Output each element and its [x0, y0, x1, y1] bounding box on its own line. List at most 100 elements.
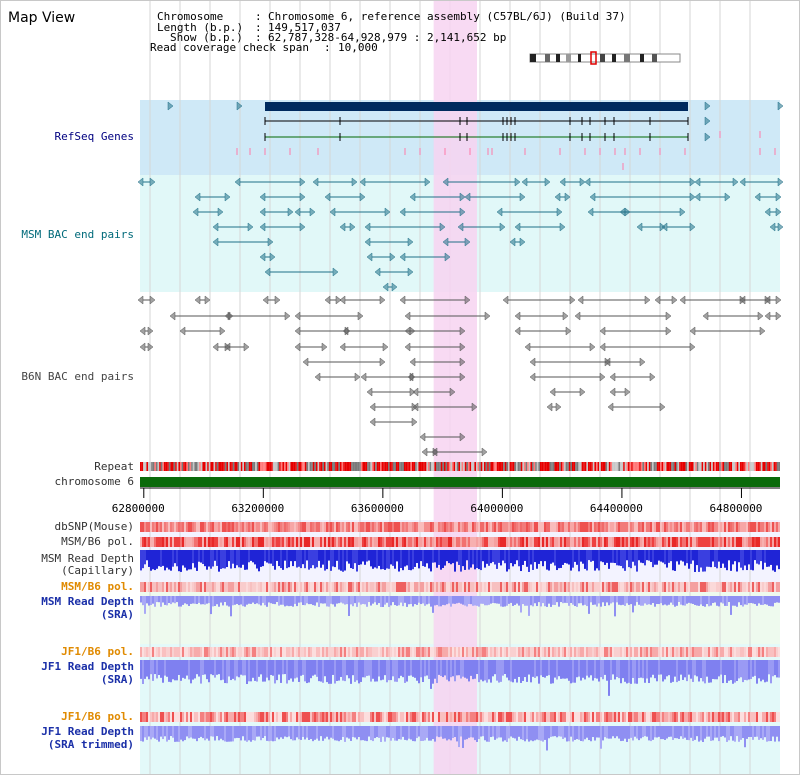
jf1-pol2-cell	[280, 712, 282, 722]
msm-pol2-cell	[534, 582, 536, 592]
repeat-cell	[194, 462, 196, 471]
jf1-pol2-cell	[200, 712, 202, 722]
jf1-pol2-cell	[640, 712, 642, 722]
msm-sra-depth	[458, 596, 460, 603]
dbsnp-cell	[282, 522, 284, 532]
msm-pol2-cell	[194, 582, 196, 592]
dbsnp-cell	[386, 522, 388, 532]
b6n-bac-label[interactable]: B6N BAC end pairs	[21, 370, 134, 383]
msm-pol2-cell	[566, 582, 568, 592]
msm-sra-depth	[216, 596, 218, 605]
jf1-pol-cell	[486, 647, 488, 657]
repeat-cell	[223, 462, 225, 471]
dbsnp-cell	[560, 522, 562, 532]
dbsnp-cell	[274, 522, 276, 532]
jf1-sra-depth	[516, 660, 518, 683]
jf1-trim-depth	[538, 726, 540, 741]
msm-pol-cell	[250, 537, 252, 547]
jf1-pol2-cell	[292, 712, 294, 722]
msm-capillary-depth	[394, 550, 396, 569]
msm-bac-end	[137, 177, 144, 187]
msm-pol-cell	[500, 537, 502, 547]
repeat-cell	[324, 462, 326, 471]
dbsnp-cell	[614, 522, 616, 532]
repeat-cell	[220, 462, 222, 471]
dbsnp-cell	[392, 522, 394, 532]
msm-sra-depth	[444, 596, 446, 606]
jf1-trim-depth	[240, 726, 242, 741]
dbsnp-cell	[492, 522, 494, 532]
jf1-pol2-cell	[506, 712, 508, 722]
msm-pol2-cell	[502, 582, 504, 592]
b6n-bac-end	[404, 326, 411, 336]
jf1-trim-depth	[508, 726, 510, 739]
msm-capillary-depth	[670, 550, 672, 562]
jf1-pol2-cell	[226, 712, 228, 722]
msm-sra-depth	[354, 596, 356, 604]
msm-pol-cell	[472, 537, 474, 547]
msm-capillary-depth	[596, 550, 598, 569]
msm-capillary-depth	[658, 550, 660, 561]
jf1-sra-depth	[428, 660, 430, 680]
msm-capillary-depth	[486, 550, 488, 564]
msm-capillary-depth	[194, 550, 196, 568]
msm-capillary-depth	[204, 550, 206, 567]
jf1-trim-depth	[478, 726, 480, 740]
jf1-sra-depth	[234, 660, 236, 681]
b6n-bac-end	[524, 342, 531, 352]
dbsnp-cell	[520, 522, 522, 532]
repeat-cell	[218, 462, 220, 471]
msm-sra-depth	[210, 596, 212, 615]
msm-bac-label[interactable]: MSM BAC end pairs	[21, 228, 134, 241]
jf1-pol-cell	[278, 647, 280, 657]
dbsnp-cell	[416, 522, 418, 532]
jf1-trim-depth	[620, 726, 622, 742]
jf1-pol2-cell	[496, 712, 498, 722]
msm-capillary-depth	[778, 550, 780, 570]
msm-pol-cell	[746, 537, 748, 547]
msm-sra-depth	[778, 596, 780, 603]
jf1-pol-cell	[540, 647, 542, 657]
jf1-pol2-cell	[574, 712, 576, 722]
msm-capillary-depth	[374, 550, 376, 568]
msm-pol-cell	[538, 537, 540, 547]
jf1-trim-depth	[678, 726, 680, 739]
msm-pol-cell	[342, 537, 344, 547]
dbsnp-cell	[582, 522, 584, 532]
jf1-pol-cell	[168, 647, 170, 657]
msm-capillary-depth	[144, 550, 146, 565]
chromosome-value: Chromosome 6, reference assembly (C57BL/…	[268, 10, 626, 23]
jf1-pol2-cell	[306, 712, 308, 722]
msm-capillary-depth	[348, 550, 350, 564]
msm-pol2-cell	[392, 582, 394, 592]
msm-pol-cell	[494, 537, 496, 547]
msm-capillary-depth	[422, 550, 424, 567]
b6n-bac-end	[194, 295, 201, 305]
msm-sra-depth	[456, 596, 458, 604]
jf1-pol-cell	[490, 647, 492, 657]
repeat-cell	[764, 462, 766, 471]
repeat-cell	[416, 462, 419, 471]
dbsnp-cell	[210, 522, 212, 532]
msm-pol-cell	[406, 537, 408, 547]
msm-bac-end	[544, 177, 551, 187]
repeat-cell	[738, 462, 740, 471]
jf1-trim-depth	[302, 726, 304, 737]
msm-bac-end	[754, 192, 761, 202]
msm-pol2-cell	[460, 582, 462, 592]
jf1-pol2-cell	[350, 712, 352, 722]
dbsnp-cell	[488, 522, 490, 532]
jf1-pol2-cell	[456, 712, 458, 722]
refseq-genes-label[interactable]: RefSeq Genes	[54, 130, 134, 143]
jf1-sra-depth	[716, 660, 718, 680]
b6n-bac-end	[294, 342, 301, 352]
msm-pol-cell	[344, 537, 346, 547]
jf1-trim-depth	[416, 726, 418, 739]
msm-sra-depth	[666, 596, 668, 606]
jf1-pol2-cell	[462, 712, 464, 722]
msm-pol2-cell	[352, 582, 354, 592]
jf1-pol2-cell	[150, 712, 152, 722]
msm-pol-cell	[360, 537, 362, 547]
dbsnp-cell	[714, 522, 716, 532]
